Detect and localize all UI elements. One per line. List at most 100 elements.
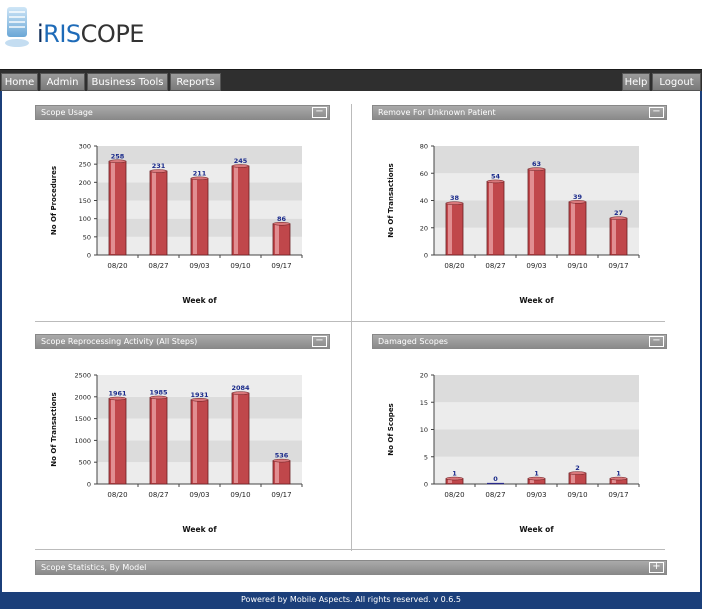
- bar-cap: [527, 476, 546, 481]
- x-tick-label: 09/10: [230, 262, 250, 270]
- panel-header-damaged: Damaged Scopes −: [372, 334, 667, 349]
- bar-value-label: 54: [491, 172, 501, 180]
- panel-header-scope-statistics: Scope Statistics, By Model +: [35, 560, 667, 575]
- y-axis-label: No Of Scopes: [387, 403, 395, 455]
- bar-value-label: 2084: [231, 384, 250, 392]
- x-tick-label: 08/27: [485, 491, 505, 499]
- y-tick-label: 20: [420, 372, 428, 380]
- collapse-icon[interactable]: −: [312, 336, 327, 347]
- bar-cap: [231, 391, 250, 395]
- x-axis-label: Week of: [182, 296, 217, 305]
- bar-highlight: [571, 202, 575, 254]
- x-tick-label: 09/17: [271, 262, 291, 270]
- main-navbar: Home Admin Business Tools Reports Help L…: [0, 69, 702, 92]
- y-tick-label: 250: [79, 161, 91, 169]
- bar-highlight: [234, 394, 238, 483]
- bar-highlight: [489, 182, 493, 254]
- bar-cap: [108, 159, 127, 164]
- nav-business-tools[interactable]: Business Tools: [87, 73, 168, 91]
- grid-band: [97, 375, 302, 397]
- bar-value-label: 86: [277, 215, 287, 223]
- bar-value-label: 27: [614, 209, 623, 217]
- logo-icon: [5, 7, 29, 47]
- bar-cap: [568, 471, 587, 475]
- logo-text: iRISCOPE: [37, 20, 144, 48]
- grid-band: [434, 375, 639, 403]
- column-divider: [351, 104, 352, 551]
- bar-cap: [108, 396, 127, 401]
- nav-reports[interactable]: Reports: [170, 73, 221, 91]
- y-tick-label: 80: [420, 143, 428, 151]
- x-tick-label: 08/20: [444, 262, 464, 270]
- nav-help[interactable]: Help: [622, 73, 650, 91]
- y-tick-label: 15: [420, 399, 428, 407]
- expand-icon[interactable]: +: [649, 562, 664, 573]
- x-axis-label: Week of: [519, 296, 554, 305]
- row-divider-bottom: [35, 549, 665, 550]
- y-tick-label: 200: [79, 179, 91, 187]
- bar-cap: [527, 167, 546, 171]
- nav-logout[interactable]: Logout: [652, 73, 701, 91]
- x-tick-label: 09/17: [608, 491, 628, 499]
- x-tick-label: 09/10: [230, 491, 250, 499]
- nav-admin[interactable]: Admin: [40, 73, 85, 91]
- bar-cap: [486, 179, 505, 184]
- y-tick-label: 60: [420, 170, 428, 178]
- bar-cap: [190, 176, 209, 181]
- bar-value-label: 258: [111, 152, 125, 160]
- bar-highlight: [111, 162, 115, 254]
- x-tick-label: 08/20: [444, 491, 464, 499]
- y-tick-label: 5: [424, 453, 428, 461]
- collapse-icon[interactable]: −: [649, 107, 664, 118]
- bar-highlight: [275, 461, 279, 483]
- bar-highlight: [152, 172, 156, 254]
- bar-value-label: 1985: [149, 388, 168, 396]
- grid-band: [434, 402, 639, 430]
- bar-cap: [609, 476, 628, 481]
- y-axis-label: No Of Transactions: [50, 392, 58, 466]
- y-tick-label: 40: [420, 197, 428, 205]
- grid-band: [434, 429, 639, 457]
- y-tick-label: 20: [420, 224, 428, 232]
- bar-highlight: [612, 219, 616, 254]
- bar-highlight: [275, 224, 279, 254]
- bar-value-label: 1: [534, 470, 539, 478]
- x-tick-label: 08/27: [148, 262, 168, 270]
- x-axis-label: Week of: [182, 525, 217, 534]
- bar-value-label: 231: [152, 162, 166, 170]
- bar-value-label: 1931: [190, 391, 209, 399]
- y-tick-label: 2500: [74, 372, 91, 380]
- bar-value-label: 38: [450, 194, 460, 202]
- y-tick-label: 300: [79, 143, 91, 151]
- chart-scope-usage: 0 50 100 150 200 250 300 258 08/20 231 08/27 211 09/…: [50, 143, 303, 305]
- y-axis-label: No Of Procedures: [50, 166, 58, 235]
- collapse-icon[interactable]: −: [649, 336, 664, 347]
- y-tick-label: 150: [79, 197, 91, 205]
- y-tick-label: 2000: [74, 393, 91, 401]
- y-axis-label: No Of Transactions: [387, 163, 395, 237]
- bar-value-label: 1: [616, 470, 621, 478]
- footer: Powered by Mobile Aspects. All rights re…: [0, 592, 702, 609]
- app-header: iRISCOPE: [0, 0, 711, 69]
- bar-value-label: 2: [575, 464, 580, 472]
- bar-value-label: 211: [193, 169, 207, 177]
- bar-highlight: [193, 400, 197, 483]
- bar-cap: [445, 201, 464, 205]
- bar-value-label: 1: [452, 470, 457, 478]
- x-tick-label: 08/27: [485, 262, 505, 270]
- row-divider: [35, 321, 665, 322]
- nav-home[interactable]: Home: [1, 73, 38, 91]
- bar-highlight: [152, 398, 156, 483]
- bar-highlight: [530, 170, 534, 254]
- x-tick-label: 09/03: [189, 262, 209, 270]
- bar-cap: [445, 476, 464, 481]
- x-tick-label: 09/03: [526, 491, 546, 499]
- bar-value-label: 536: [275, 452, 289, 460]
- x-tick-label: 09/17: [271, 491, 291, 499]
- bar-cap: [149, 395, 168, 400]
- bar-cap: [568, 200, 587, 204]
- grid-band: [97, 146, 302, 165]
- y-tick-label: 100: [79, 215, 91, 223]
- chart-remove-unknown: 0 20 40 60 80 38 08/20 54 08/27 63 09/03 39 09/10 27 0…: [387, 143, 640, 305]
- collapse-icon[interactable]: −: [312, 107, 327, 118]
